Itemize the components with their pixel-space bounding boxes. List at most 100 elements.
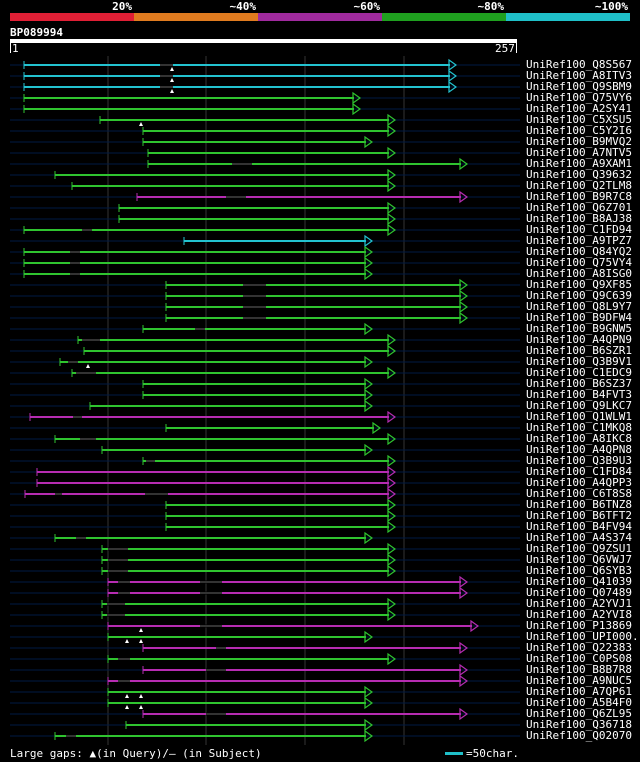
hit-label[interactable]: UniRef100_C5Y2I6	[526, 124, 632, 137]
hit-label[interactable]: UniRef100_A8IKC8	[526, 432, 632, 445]
hit-label[interactable]: UniRef100_Q3B9U3	[526, 454, 632, 467]
hit-label[interactable]: UniRef100_B4FVT3	[526, 388, 632, 401]
hit-label[interactable]: UniRef100_C0PS08	[526, 652, 632, 665]
query-end-label: 257	[495, 42, 515, 55]
hit-label[interactable]: UniRef100_Q41039	[526, 575, 632, 588]
hit-arrow-head	[459, 278, 469, 292]
hit-label[interactable]: UniRef100_C5XSU5	[526, 113, 632, 126]
hit-arrow-head	[387, 476, 397, 490]
legend-segment	[506, 13, 630, 21]
legend-label: ~100%	[594, 0, 628, 13]
query-gap-marker	[139, 628, 143, 632]
hit-label[interactable]: UniRef100_UPI000..	[526, 630, 640, 643]
hit-label[interactable]: UniRef100_B9MVQ2	[526, 135, 632, 148]
hit-label[interactable]: UniRef100_Q9SBM9	[526, 80, 632, 93]
hit-arrow-head	[470, 619, 480, 633]
hit-label[interactable]: UniRef100_Q9LKC7	[526, 399, 632, 412]
hit-label[interactable]: UniRef100_B9DFW4	[526, 311, 632, 324]
hit-arrow-head	[364, 443, 374, 457]
hit-label[interactable]: UniRef100_A2SY41	[526, 102, 632, 115]
hit-label[interactable]: UniRef100_Q6VWJ7	[526, 553, 632, 566]
hit-label[interactable]: UniRef100_C1EDC9	[526, 366, 632, 379]
hit-label[interactable]: UniRef100_Q6ZL95	[526, 707, 632, 720]
hit-label[interactable]: UniRef100_A7QP61	[526, 685, 632, 698]
hit-label[interactable]: UniRef100_Q02070	[526, 729, 632, 742]
hit-label[interactable]: UniRef100_B4FV94	[526, 520, 632, 533]
hit-label[interactable]: UniRef100_Q8S567	[526, 58, 632, 71]
hit-label[interactable]: UniRef100_C1FD84	[526, 465, 632, 478]
hit-label[interactable]: UniRef100_A9TPZ7	[526, 234, 632, 247]
hit-label[interactable]: UniRef100_A8ITV3	[526, 69, 632, 82]
legend-label: ~60%	[353, 0, 381, 13]
hit-label[interactable]: UniRef100_C1MKQ8	[526, 421, 632, 434]
hit-label[interactable]: UniRef100_Q3B9V1	[526, 355, 632, 368]
hit-arrow-head	[364, 729, 374, 743]
hit-label[interactable]: UniRef100_B9GNW5	[526, 322, 632, 335]
hit-arrow-head	[372, 421, 382, 435]
hit-arrow-head	[364, 718, 374, 732]
hit-arrow-head	[387, 410, 397, 424]
query-gap-marker	[170, 67, 174, 71]
hit-label[interactable]: UniRef100_B6SZ37	[526, 377, 632, 390]
hit-label[interactable]: UniRef100_Q75VY6	[526, 91, 632, 104]
scale-label: =50char.	[466, 747, 519, 760]
hit-label[interactable]: UniRef100_Q36718	[526, 718, 632, 731]
hit-label[interactable]: UniRef100_A9NUC5	[526, 674, 632, 687]
hit-arrow-head	[364, 256, 374, 270]
hit-label[interactable]: UniRef100_Q39632	[526, 168, 632, 181]
hit-label[interactable]: UniRef100_A4QPP3	[526, 476, 632, 489]
hit-label[interactable]: UniRef100_B6SZR1	[526, 344, 632, 357]
query-gap-marker	[139, 122, 143, 126]
hit-arrow-head	[459, 575, 469, 589]
hit-label[interactable]: UniRef100_Q07489	[526, 586, 632, 599]
hit-arrow-head	[352, 91, 362, 105]
hit-label[interactable]: UniRef100_A2YVI8	[526, 608, 632, 621]
hit-label[interactable]: UniRef100_Q75VY4	[526, 256, 632, 269]
hit-label[interactable]: UniRef100_A2YVJ1	[526, 597, 632, 610]
hit-arrow-head	[387, 212, 397, 226]
hit-arrow-head	[459, 289, 469, 303]
hit-label[interactable]: UniRef100_C6T8S8	[526, 487, 632, 500]
hit-arrow-head	[459, 157, 469, 171]
hit-label[interactable]: UniRef100_P13869	[526, 619, 632, 632]
hit-label[interactable]: UniRef100_B6TFT2	[526, 509, 632, 522]
hit-label[interactable]: UniRef100_Q9ZSU1	[526, 542, 632, 555]
hit-label[interactable]: UniRef100_B8B7R8	[526, 663, 632, 676]
legend-segment	[10, 13, 134, 21]
hit-label[interactable]: UniRef100_C1FD94	[526, 223, 632, 236]
hit-label[interactable]: UniRef100_Q2TLM8	[526, 179, 632, 192]
hit-arrow-head	[387, 542, 397, 556]
hit-label[interactable]: UniRef100_A5B4F0	[526, 696, 632, 709]
hit-label[interactable]: UniRef100_Q84YQ2	[526, 245, 632, 258]
hit-arrow-head	[364, 245, 374, 259]
hit-arrow-head	[459, 586, 469, 600]
hit-arrow-head	[387, 498, 397, 512]
query-gap-marker	[125, 705, 129, 709]
hit-label[interactable]: UniRef100_Q6Z701	[526, 201, 632, 214]
hit-arrow-head	[364, 234, 374, 248]
hit-label[interactable]: UniRef100_A4QPN9	[526, 333, 632, 346]
hit-label[interactable]: UniRef100_A7NTV5	[526, 146, 632, 159]
hit-label[interactable]: UniRef100_Q8L9Y7	[526, 300, 632, 313]
hit-arrow-head	[364, 388, 374, 402]
identity-legend-bar	[10, 13, 630, 21]
legend-label: ~40%	[229, 0, 257, 13]
hit-label[interactable]: UniRef100_Q9XF85	[526, 278, 632, 291]
hit-arrow-head	[387, 454, 397, 468]
hit-label[interactable]: UniRef100_A4QPN8	[526, 443, 632, 456]
hit-label[interactable]: UniRef100_B8AJ38	[526, 212, 632, 225]
hit-arrow-head	[387, 597, 397, 611]
hit-label[interactable]: UniRef100_Q6SYB3	[526, 564, 632, 577]
hit-label[interactable]: UniRef100_Q9C639	[526, 289, 632, 302]
hit-label[interactable]: UniRef100_A8ISG0	[526, 267, 632, 280]
query-gap-marker	[125, 694, 129, 698]
hit-label[interactable]: UniRef100_A4S374	[526, 531, 632, 544]
hit-label[interactable]: UniRef100_Q22383	[526, 641, 632, 654]
query-gap-marker	[125, 639, 129, 643]
hit-arrow-head	[364, 630, 374, 644]
hit-label[interactable]: UniRef100_B9R7C8	[526, 190, 632, 203]
hit-label[interactable]: UniRef100_B6TNZ8	[526, 498, 632, 511]
hit-label[interactable]: UniRef100_A9XAM1	[526, 157, 632, 170]
hit-arrow-head	[387, 509, 397, 523]
hit-label[interactable]: UniRef100_Q1WLW1	[526, 410, 632, 423]
